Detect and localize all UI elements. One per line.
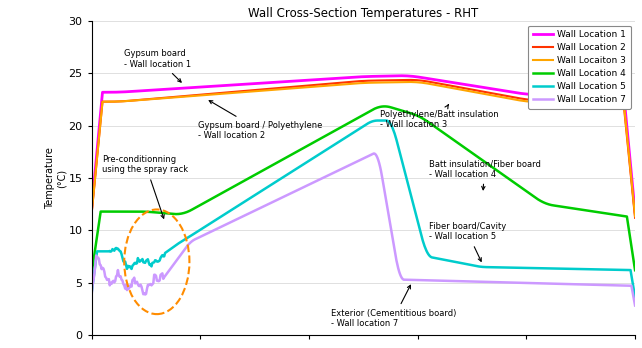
Wall Location 5 — [88, 291, 96, 295]
Wall Location 5 — [631, 295, 639, 299]
Wall Location 4 — [381, 104, 388, 109]
Legend: Wall Location 1, Wall Location 2, Wall Locaiton 3, Wall Location 4, Wall Locatio: Wall Location 1, Wall Location 2, Wall L… — [528, 26, 630, 109]
Wall Location 5 — [334, 141, 342, 145]
Wall Locaiton 3 — [184, 94, 191, 98]
Wall Location 2 — [88, 212, 96, 216]
Wall Location 1 — [631, 210, 639, 214]
Wall Location 5 — [374, 118, 381, 122]
Text: Batt insulation/Fiber board
- Wall location 4: Batt insulation/Fiber board - Wall locat… — [429, 159, 541, 190]
Wall Location 7 — [451, 279, 459, 283]
Wall Locaiton 3 — [451, 87, 459, 91]
Wall Locaiton 3 — [498, 95, 505, 99]
Wall Locaiton 3 — [409, 80, 417, 84]
Line: Wall Location 1: Wall Location 1 — [92, 76, 635, 212]
Wall Location 2 — [631, 216, 639, 220]
Wall Location 4 — [409, 112, 417, 116]
Wall Location 5 — [451, 260, 459, 264]
Wall Location 1 — [88, 207, 96, 211]
Text: Polyethylene/Batt insulation
- Wall location 3: Polyethylene/Batt insulation - Wall loca… — [379, 105, 498, 129]
Wall Location 4 — [334, 127, 342, 131]
Wall Location 4 — [88, 271, 96, 275]
Wall Location 4 — [498, 172, 505, 176]
Wall Location 2 — [498, 93, 505, 97]
Text: Pre-conditionning
using the spray rack: Pre-conditionning using the spray rack — [103, 155, 189, 218]
Wall Location 2 — [409, 78, 417, 82]
Wall Location 2 — [451, 85, 459, 89]
Wall Locaiton 3 — [227, 91, 235, 95]
Wall Locaiton 3 — [405, 80, 413, 84]
Text: Exterior (Cementitious board)
- Wall location 7: Exterior (Cementitious board) - Wall loc… — [331, 285, 456, 328]
Wall Location 4 — [227, 186, 235, 190]
Wall Location 4 — [184, 209, 191, 214]
Wall Location 4 — [631, 268, 639, 272]
Line: Wall Locaiton 3: Wall Locaiton 3 — [92, 82, 635, 216]
Wall Location 7 — [370, 151, 377, 156]
Line: Wall Location 7: Wall Location 7 — [92, 153, 635, 306]
Wall Location 7 — [334, 169, 342, 173]
Y-axis label: Temperature
(°C): Temperature (°C) — [46, 147, 67, 209]
Line: Wall Location 5: Wall Location 5 — [92, 120, 635, 297]
Wall Locaiton 3 — [631, 214, 639, 219]
Wall Location 2 — [334, 81, 342, 85]
Wall Location 1 — [184, 86, 191, 90]
Text: Fiber board/Cavity
- Wall location 5: Fiber board/Cavity - Wall location 5 — [429, 222, 506, 261]
Wall Location 2 — [405, 78, 413, 82]
Wall Locaiton 3 — [88, 212, 96, 216]
Wall Location 5 — [184, 236, 191, 240]
Wall Location 1 — [334, 76, 342, 80]
Wall Location 5 — [498, 265, 505, 269]
Wall Location 7 — [631, 303, 639, 308]
Line: Wall Location 4: Wall Location 4 — [92, 106, 635, 273]
Wall Location 7 — [498, 280, 505, 284]
Wall Location 7 — [184, 243, 191, 247]
Wall Location 7 — [88, 293, 96, 298]
Wall Location 1 — [397, 74, 405, 78]
Line: Wall Location 2: Wall Location 2 — [92, 80, 635, 218]
Text: Gypsum board / Polyethylene
- Wall location 2: Gypsum board / Polyethylene - Wall locat… — [198, 101, 322, 140]
Wall Location 1 — [227, 83, 235, 87]
Wall Locaiton 3 — [334, 83, 342, 87]
Wall Location 2 — [184, 94, 191, 98]
Wall Location 1 — [409, 74, 417, 78]
Wall Location 5 — [227, 208, 235, 212]
Wall Location 5 — [409, 200, 417, 205]
Wall Location 2 — [227, 90, 235, 94]
Wall Location 7 — [409, 278, 417, 282]
Text: Gypsum board
- Wall location 1: Gypsum board - Wall location 1 — [124, 49, 191, 82]
Wall Location 7 — [227, 220, 235, 224]
Wall Location 1 — [451, 81, 459, 85]
Title: Wall Cross-Section Temperatures - RHT: Wall Cross-Section Temperatures - RHT — [248, 7, 478, 20]
Wall Location 4 — [451, 139, 459, 143]
Wall Location 1 — [498, 88, 505, 93]
